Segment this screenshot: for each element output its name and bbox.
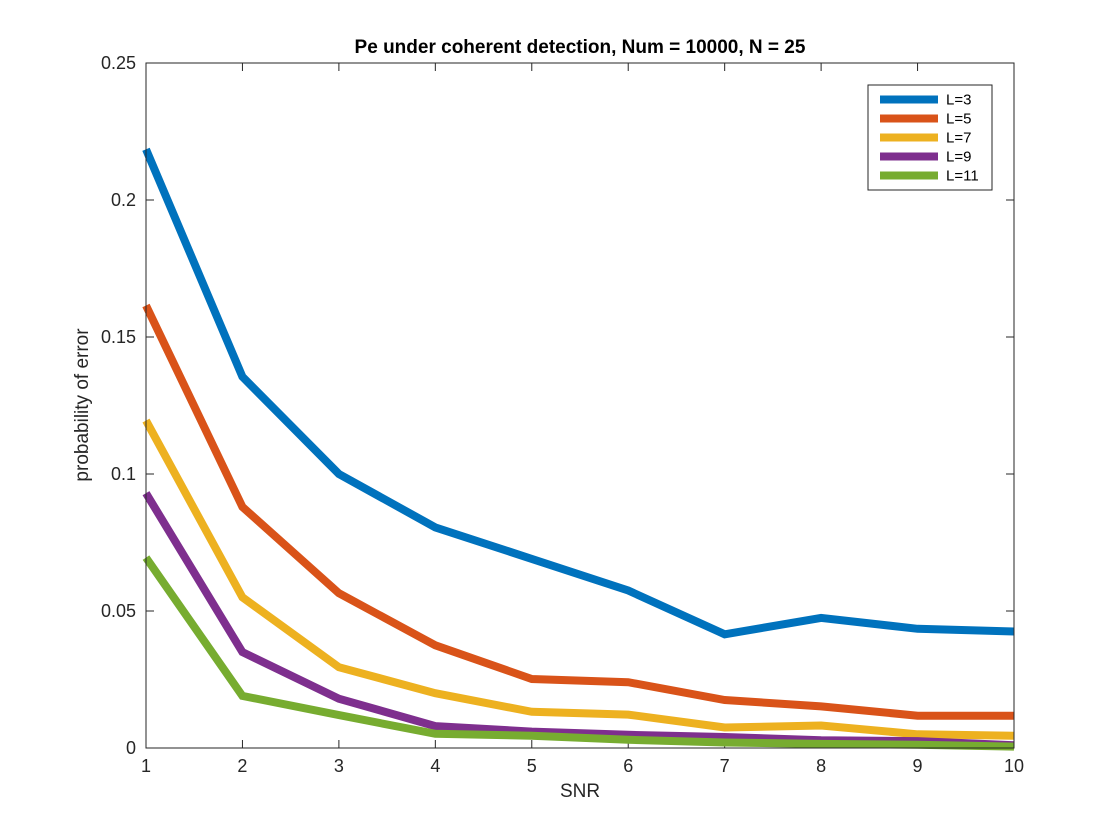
legend-label: L=11	[946, 168, 979, 185]
y-tick-label: 0.15	[101, 327, 136, 347]
series-line-l-5	[142, 303, 1014, 720]
legend-label: L=7	[946, 130, 971, 147]
y-tick-label: 0.1	[111, 464, 136, 484]
chart-title: Pe under coherent detection, Num = 10000…	[355, 37, 806, 58]
legend-label: L=3	[946, 92, 971, 109]
series-line-l-11	[142, 555, 1015, 751]
y-tick-label: 0.2	[111, 190, 136, 210]
x-tick-label: 6	[623, 756, 633, 776]
y-tick-label: 0.25	[101, 53, 136, 73]
x-tick-label: 3	[334, 756, 344, 776]
legend-label: L=5	[946, 111, 971, 128]
y-tick-label: 0.05	[101, 601, 136, 621]
x-tick-label: 2	[237, 756, 247, 776]
x-tick-label: 10	[1004, 756, 1024, 776]
x-tick-label: 9	[913, 756, 923, 776]
x-axis-label: SNR	[560, 781, 600, 802]
series-line-l-7	[142, 418, 1015, 740]
x-tick-label: 7	[720, 756, 730, 776]
legend-label: L=9	[946, 149, 971, 166]
x-tick-label: 5	[527, 756, 537, 776]
y-tick-label: 0	[126, 738, 136, 758]
x-tick-label: 4	[430, 756, 440, 776]
x-tick-label: 1	[141, 756, 151, 776]
x-tick-label: 8	[816, 756, 826, 776]
legend: L=3 L=5 L=7 L=9 L=11	[867, 84, 993, 191]
y-axis-label: probability of error	[72, 328, 93, 482]
plot-area	[145, 62, 1015, 749]
series-line-l-3	[142, 147, 1015, 639]
